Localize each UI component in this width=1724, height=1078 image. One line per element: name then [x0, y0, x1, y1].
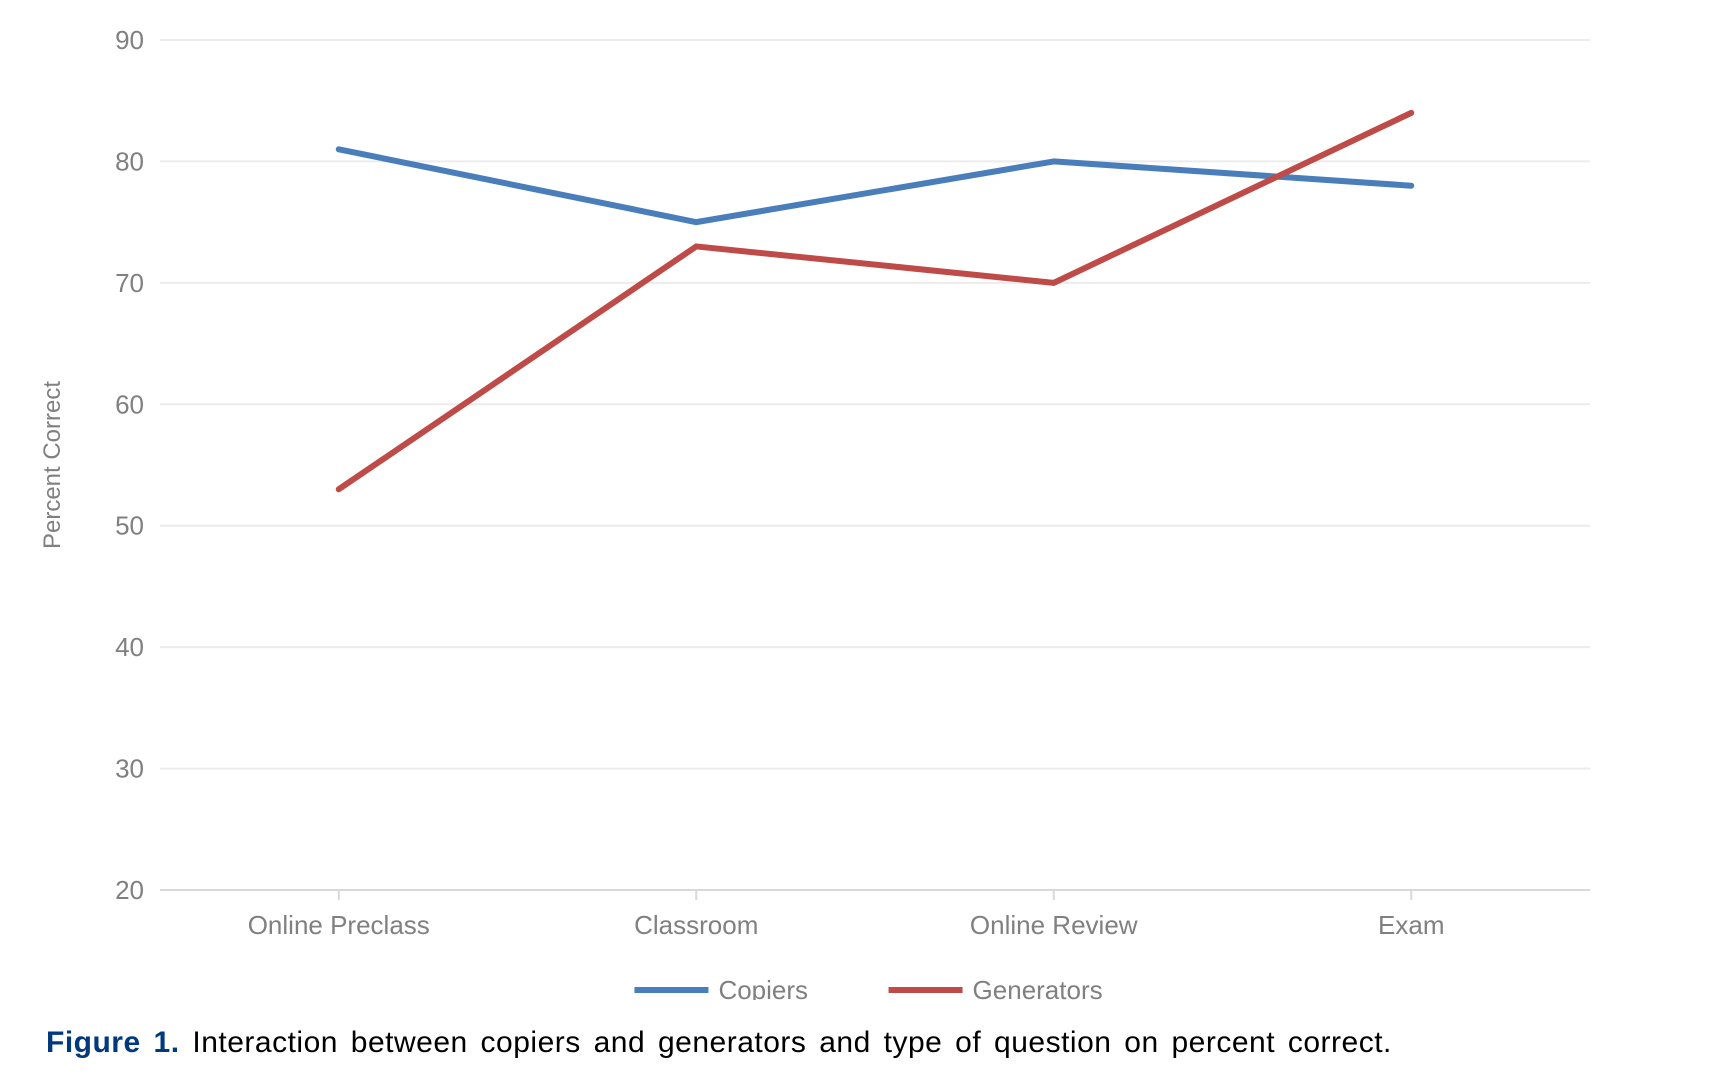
figure-caption-text: Interaction between copiers and generato…: [180, 1026, 1392, 1059]
y-axis-label: Percent Correct: [39, 381, 66, 549]
y-tick-label: 60: [115, 389, 144, 419]
figure-container: 20 30 40 50 60 70 80 90 Online Preclass Classroom…: [0, 0, 1724, 1078]
line-chart: 20 30 40 50 60 70 80 90 Online Preclass Classroom…: [0, 0, 1724, 1000]
legend-label-copiers: Copiers: [718, 975, 808, 1000]
figure-caption: Figure 1. Interaction between copiers an…: [46, 1026, 1678, 1060]
y-tick-label: 40: [115, 632, 144, 662]
x-tick-label: Exam: [1378, 910, 1444, 940]
legend-label-generators: Generators: [973, 975, 1103, 1000]
x-tick-label: Online Review: [970, 910, 1138, 940]
y-tick-label: 80: [115, 146, 144, 176]
y-tick-label: 20: [115, 875, 144, 905]
series-line-generators: [339, 113, 1412, 489]
y-tick-label: 30: [115, 754, 144, 784]
y-tick-label: 50: [115, 511, 144, 541]
x-tick-label: Online Preclass: [248, 910, 430, 940]
x-tick-label: Classroom: [634, 910, 758, 940]
y-tick-label: 70: [115, 268, 144, 298]
y-tick-label: 90: [115, 25, 144, 55]
series-line-copiers: [339, 149, 1412, 222]
figure-caption-label: Figure 1.: [46, 1026, 180, 1059]
